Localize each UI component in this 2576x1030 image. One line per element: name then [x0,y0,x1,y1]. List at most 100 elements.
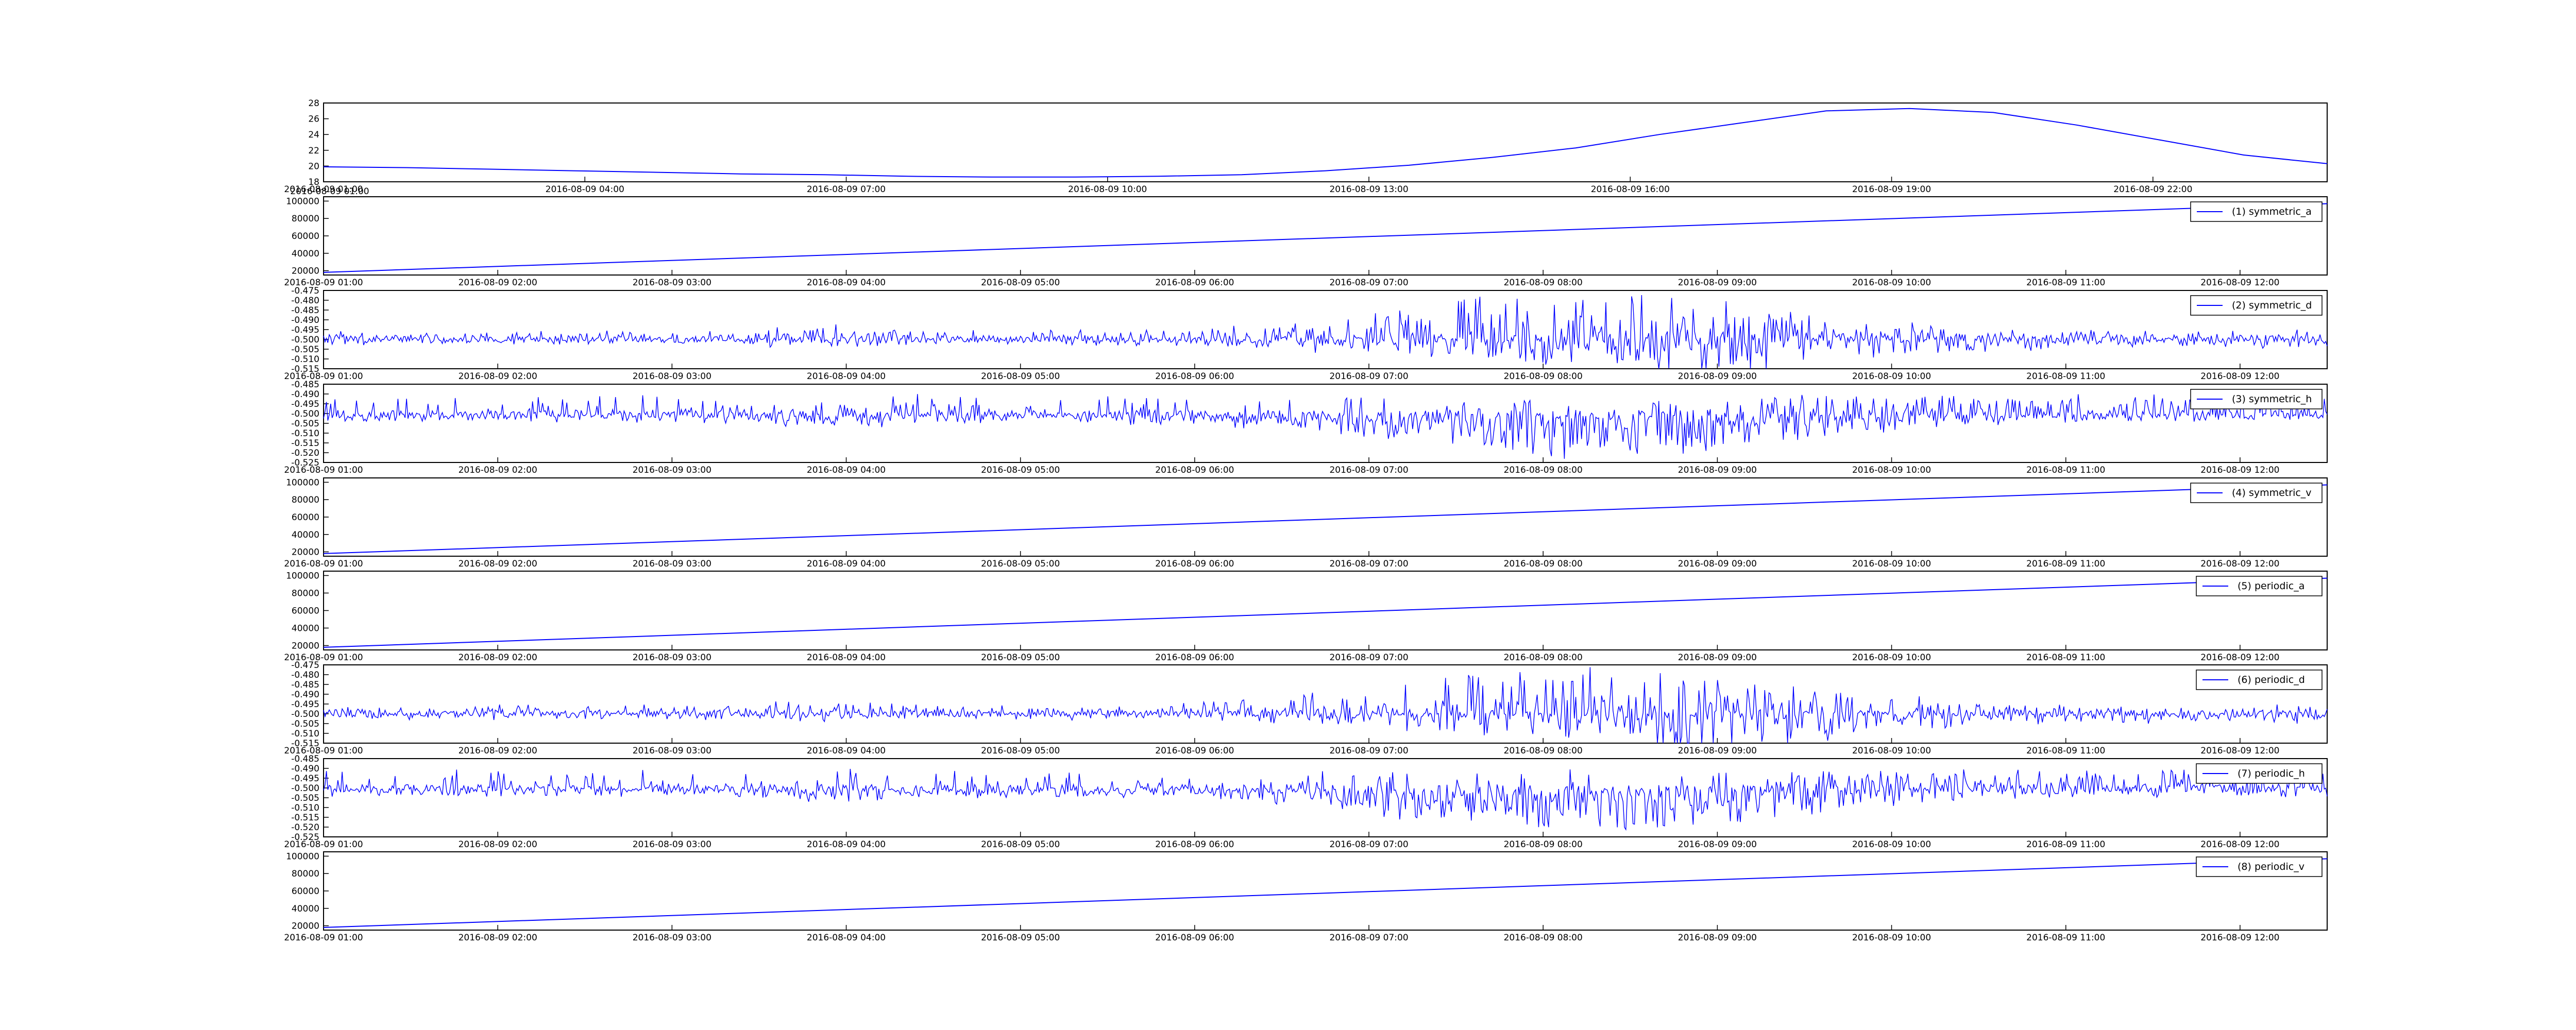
y-tick-label: -0.490 [291,315,319,325]
legend-label: (5) periodic_a [2238,580,2304,592]
x-tick-label: 2016-08-09 10:00 [1852,839,1931,850]
y-tick-label: 100000 [286,851,319,862]
plot-frame-9 [323,851,2328,931]
series-line-1 [323,108,2328,178]
x-tick-label: 2016-08-09 11:00 [2026,933,2105,943]
y-tick-label: 40000 [292,249,319,259]
y-tick-label: 40000 [292,530,319,540]
y-tick-label: 28 [308,98,319,109]
x-tick-label: 2016-08-09 07:00 [807,184,886,195]
x-tick-label: 2016-08-09 09:00 [1678,278,1757,288]
y-tick-label: -0.495 [291,699,319,710]
x-tick-label: 2016-08-09 19:00 [1852,184,1931,195]
x-tick-label: 2016-08-09 12:00 [2200,371,2279,382]
legend-label: (8) periodic_v [2238,861,2304,872]
y-tick-label: -0.500 [291,335,319,345]
x-tick-label: 2016-08-09 04:00 [807,746,886,756]
x-tick-label: 2016-08-09 05:00 [981,746,1060,756]
y-tick-label: 60000 [292,512,319,523]
y-tick-label: 22 [308,146,319,156]
x-tick-label: 2016-08-09 04:00 [807,371,886,382]
x-tick-label: 2016-08-09 05:00 [981,839,1060,850]
x-tick-label: 2016-08-09 12:00 [2200,278,2279,288]
y-tick-label: 26 [308,114,319,125]
x-tick-label: 2016-08-09 04:00 [807,653,886,663]
x-tick-label: 2016-08-09 12:00 [2200,746,2279,756]
x-tick-label: 2016-08-09 01:00 [284,371,363,382]
x-tick-label: 2016-08-09 08:00 [1504,465,1583,475]
x-tick-label: 2016-08-09 03:00 [633,278,711,288]
y-tick-label: -0.475 [291,660,319,671]
y-tick-label: -0.500 [291,709,319,719]
x-tick-label: 2016-08-09 07:00 [1329,371,1408,382]
series-line-8 [323,768,2328,831]
legend-label: (1) symmetric_a [2232,206,2312,217]
x-tick-label: 2016-08-09 05:00 [981,278,1060,288]
series-line-3 [323,295,2328,369]
x-tick-label: 2016-08-09 01:00 [284,933,363,943]
x-tick-label: 2016-08-09 04:00 [546,184,624,195]
x-tick-label: 2016-08-09 01:00 [284,559,363,569]
x-tick-label: 2016-08-09 03:00 [633,933,711,943]
x-tick-label: 2016-08-09 11:00 [2026,559,2105,569]
plot-frame-7 [323,664,2328,744]
y-tick-label: -0.525 [291,832,319,843]
y-tick-label: 100000 [286,196,319,207]
y-tick-label: 20000 [292,547,319,558]
x-tick-label: 2016-08-09 11:00 [2026,465,2105,475]
x-tick-label: 2016-08-09 06:00 [1155,653,1234,663]
y-tick-label: -0.495 [291,399,319,409]
legend-label: (3) symmetric_h [2232,393,2312,405]
x-tick-label: 2016-08-09 06:00 [1155,371,1234,382]
x-tick-label: 2016-08-09 10:00 [1852,746,1931,756]
x-tick-label: 2016-08-09 01:00 [284,278,363,288]
x-tick-label: 2016-08-09 02:00 [459,278,537,288]
y-tick-label: 40000 [292,904,319,914]
x-tick-label: 2016-08-09 10:00 [1068,184,1147,195]
y-tick-label: 40000 [292,624,319,634]
y-tick-label: 80000 [292,589,319,599]
legend-label: (2) symmetric_d [2232,300,2312,311]
x-tick-label: 2016-08-09 06:00 [1155,559,1234,569]
x-tick-label: 2016-08-09 10:00 [1852,933,1931,943]
y-tick-label: 20000 [292,921,319,932]
x-tick-label: 2016-08-09 07:00 [1329,933,1408,943]
x-tick-label: 2016-08-09 05:00 [981,465,1060,475]
x-tick-label: 2016-08-09 11:00 [2026,278,2105,288]
y-tick-label: -0.515 [291,438,319,449]
x-tick-label: 2016-08-09 01:00 [284,465,363,475]
y-tick-label: 18 [308,177,319,187]
x-tick-label: 2016-08-09 07:00 [1329,746,1408,756]
x-tick-label: 2016-08-09 22:00 [2113,184,2192,195]
series-line-9 [323,858,2328,928]
x-tick-label: 2016-08-09 09:00 [1678,839,1757,850]
y-tick-label: -0.485 [291,305,319,316]
y-tick-label: -0.505 [291,719,319,729]
x-tick-label: 2016-08-09 06:00 [1155,839,1234,850]
y-tick-label: -0.520 [291,822,319,833]
y-tick-label: -0.505 [291,793,319,803]
x-tick-label: 2016-08-09 09:00 [1678,559,1757,569]
y-tick-label: 20000 [292,266,319,277]
y-tick-label: -0.520 [291,448,319,458]
y-tick-label: -0.485 [291,380,319,390]
x-tick-label: 2016-08-09 09:00 [1678,465,1757,475]
y-tick-label: 60000 [292,606,319,616]
x-tick-label: 2016-08-09 07:00 [1329,465,1408,475]
x-tick-label: 2016-08-09 11:00 [2026,839,2105,850]
y-tick-label: -0.480 [291,296,319,306]
x-tick-label: 2016-08-09 05:00 [981,933,1060,943]
x-tick-label: 2016-08-09 09:00 [1678,933,1757,943]
x-tick-label: 2016-08-09 07:00 [1329,839,1408,850]
y-tick-label: 60000 [292,886,319,897]
x-tick-label: 2016-08-09 11:00 [2026,746,2105,756]
series-line-7 [323,667,2328,744]
y-tick-label: -0.510 [291,428,319,439]
x-tick-label: 2016-08-09 13:00 [1329,184,1408,195]
x-tick-label: 2016-08-09 08:00 [1504,839,1583,850]
y-tick-label: 60000 [292,231,319,242]
x-tick-label: 2016-08-09 06:00 [1155,278,1234,288]
x-tick-label: 2016-08-09 01:00 [284,746,363,756]
y-tick-label: -0.490 [291,764,319,774]
y-tick-label: 20000 [292,641,319,651]
